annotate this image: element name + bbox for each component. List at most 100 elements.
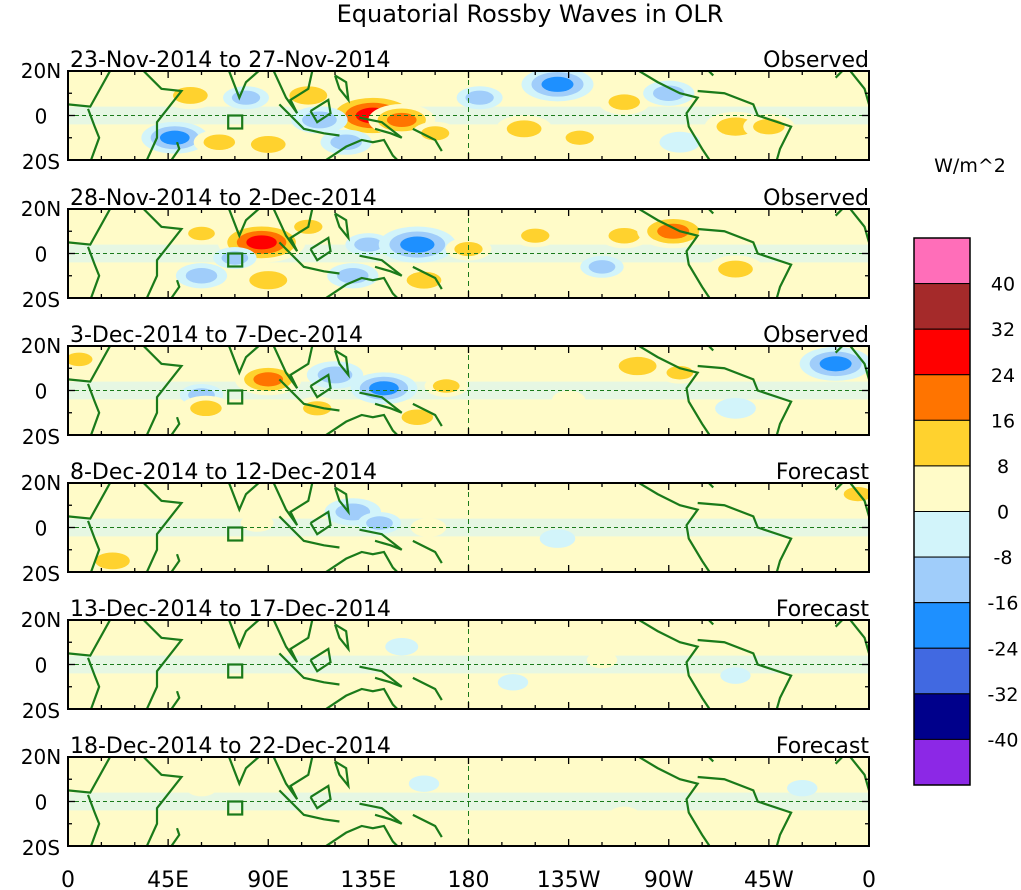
box-marker [227, 526, 244, 542]
y-tick-label: 20N [21, 59, 61, 83]
coast-americas-west [636, 71, 711, 160]
panel-type-label: Observed [763, 48, 869, 73]
colorbar-swatch [913, 556, 971, 604]
anomaly-contour [465, 90, 494, 105]
colorbar-swatch [913, 511, 971, 558]
coast-sumatra-java [278, 378, 340, 412]
anomaly-contour [720, 667, 751, 684]
colorbar-tick-label: 24 [991, 365, 1015, 387]
coast-sw-africa [86, 246, 101, 298]
coast-islands [412, 813, 443, 838]
coast-borneo [309, 373, 332, 399]
coast-east-africa [142, 483, 184, 572]
anomaly-contour [432, 379, 460, 393]
panel-4: 20N 0 20S 8-Dec-2014 to 12-Dec-2014 Forecast [21, 460, 870, 586]
colorbar-swatch [913, 465, 971, 512]
panel-3: 20N 0 20S 3-Dec-2014 to 7-Dec-2014 Observed [21, 323, 870, 449]
coast-east-africa [142, 209, 184, 298]
coast-sw-africa [86, 520, 101, 572]
colorbar-swatch [913, 283, 971, 330]
x-tick-label: 180 [448, 868, 490, 890]
coast-se-asia [272, 620, 314, 663]
coast-australia [324, 687, 399, 709]
coast-australia [324, 413, 399, 435]
anomaly-contour [400, 236, 435, 253]
coast-se-asia [272, 209, 314, 252]
anomaly-layer [175, 214, 764, 296]
colorbar-swatch [913, 374, 971, 421]
box-marker [227, 252, 244, 268]
anomaly-contour [609, 806, 640, 824]
y-tick-label: 20N [21, 608, 61, 632]
colorbar-tick-label: 40 [991, 274, 1015, 296]
anomaly-contour [652, 85, 685, 102]
coast-madagascar [170, 141, 181, 160]
coast-west-africa [68, 209, 112, 246]
anomaly-contour [787, 779, 818, 797]
coast-new-guinea [359, 802, 403, 825]
coast-caribbean [707, 209, 715, 215]
anomaly-contour [249, 271, 288, 290]
panel-period: 8-Dec-2014 to 12-Dec-2014 [70, 460, 377, 485]
anomaly-contour [588, 260, 616, 274]
x-tick-label: 0 [862, 868, 876, 890]
coast-australia [324, 550, 399, 572]
anomaly-contour [716, 117, 755, 136]
colorbar-tick-label: -32 [987, 684, 1018, 706]
anomaly-contour [659, 131, 701, 153]
coast-caribbean [707, 71, 715, 77]
colorbar-tick-label: -24 [987, 638, 1018, 660]
coast-west-africa-east [834, 209, 869, 243]
y-tick-label: 0 [35, 380, 48, 404]
coast-borneo [309, 647, 332, 673]
colorbar-swatch [913, 419, 971, 467]
coast-madagascar [170, 690, 181, 709]
colorbar-tick-label: 16 [991, 410, 1015, 432]
panel-period: 3-Dec-2014 to 7-Dec-2014 [70, 323, 363, 348]
anomaly-contour [401, 409, 434, 425]
x-tick-label: 90W [644, 868, 694, 890]
coast-sw-africa [86, 108, 101, 160]
coast-sumatra-java [278, 652, 340, 686]
coast-east-africa [142, 346, 184, 435]
coast-east-africa [142, 757, 184, 846]
coast-sumatra-java [278, 241, 340, 275]
anomaly-contour [420, 126, 450, 141]
anomaly-contour [164, 638, 195, 655]
coast-se-asia [272, 483, 314, 526]
coast-india [227, 757, 261, 787]
colorbar-tick-label: -40 [987, 729, 1018, 751]
coast-philippines [333, 349, 350, 379]
anomaly-contour [819, 356, 852, 372]
y-tick-label: 0 [35, 243, 48, 267]
anomaly-contour [385, 637, 419, 656]
coastlines [68, 209, 869, 298]
coast-madagascar [170, 279, 181, 298]
coast-americas-west [636, 757, 711, 846]
y-tick-label: 20N [21, 745, 61, 769]
panel-type-label: Forecast [776, 734, 869, 759]
panel-1: 20N 0 20S 23-Nov-2014 to 27-Nov-2014 Observe… [21, 48, 870, 174]
anomaly-contour [253, 372, 284, 387]
x-tick-label: 45W [744, 868, 794, 890]
anomaly-contour [95, 552, 130, 570]
anomaly-contour [618, 356, 657, 376]
coast-sumatra-java [278, 515, 340, 549]
coast-sumatra-java [278, 103, 340, 137]
anomaly-contour [608, 227, 641, 244]
x-tick-label: 45E [147, 868, 189, 890]
colorbar-frame [913, 237, 971, 786]
coast-new-guinea [359, 254, 403, 277]
anomaly-contour [369, 381, 399, 396]
anomaly-contour [354, 237, 383, 252]
panel-2: 20N 0 20S 28-Nov-2014 to 2-Dec-2014 Observed [21, 186, 870, 312]
coast-new-guinea [359, 528, 403, 551]
panels-group: 20N 0 20S 23-Nov-2014 to 27-Nov-2014 Observe… [21, 48, 870, 860]
coast-americas-west [636, 483, 711, 572]
anomaly-contour [497, 674, 529, 691]
y-tick-label: 20S [22, 562, 60, 586]
coast-new-guinea [359, 665, 403, 688]
coast-islands [412, 539, 443, 564]
coast-philippines [333, 74, 350, 104]
